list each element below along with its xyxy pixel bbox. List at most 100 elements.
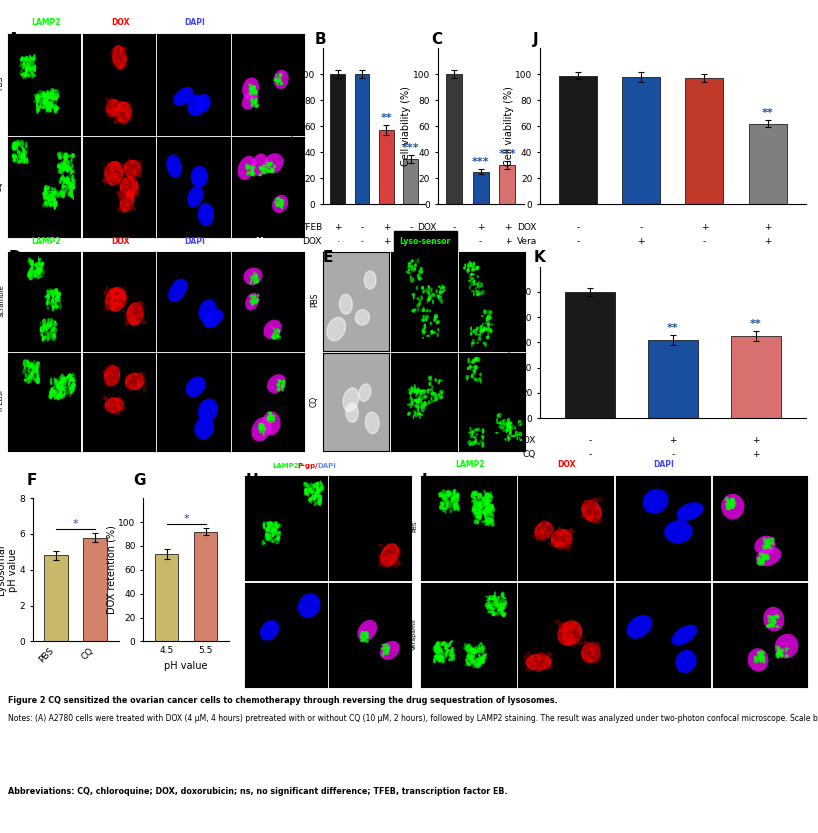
Ellipse shape <box>117 47 120 52</box>
Ellipse shape <box>47 318 49 323</box>
Ellipse shape <box>767 623 772 626</box>
Ellipse shape <box>133 380 137 383</box>
Ellipse shape <box>43 97 47 105</box>
Ellipse shape <box>492 603 496 611</box>
Ellipse shape <box>451 497 455 503</box>
Ellipse shape <box>104 182 106 187</box>
Ellipse shape <box>67 168 69 174</box>
Ellipse shape <box>488 504 491 508</box>
Ellipse shape <box>510 430 511 431</box>
Ellipse shape <box>476 520 479 524</box>
Ellipse shape <box>391 551 396 555</box>
Ellipse shape <box>544 524 548 529</box>
Ellipse shape <box>31 270 36 275</box>
Ellipse shape <box>22 57 28 62</box>
Ellipse shape <box>25 144 28 147</box>
Ellipse shape <box>470 441 475 446</box>
Ellipse shape <box>63 179 67 184</box>
Ellipse shape <box>252 302 254 305</box>
Ellipse shape <box>480 328 484 333</box>
Ellipse shape <box>112 47 115 51</box>
Ellipse shape <box>432 392 436 395</box>
Ellipse shape <box>120 403 123 408</box>
Ellipse shape <box>251 91 254 95</box>
Ellipse shape <box>25 67 27 72</box>
Ellipse shape <box>52 91 55 93</box>
Ellipse shape <box>759 655 764 657</box>
Ellipse shape <box>119 402 121 405</box>
Ellipse shape <box>186 377 205 397</box>
Ellipse shape <box>304 491 309 496</box>
Ellipse shape <box>54 378 56 382</box>
Ellipse shape <box>56 382 60 387</box>
Ellipse shape <box>416 388 418 393</box>
Ellipse shape <box>472 359 475 363</box>
Ellipse shape <box>62 185 65 188</box>
Ellipse shape <box>36 379 40 383</box>
Ellipse shape <box>256 298 258 302</box>
Ellipse shape <box>255 277 259 282</box>
Ellipse shape <box>259 173 263 177</box>
Ellipse shape <box>485 506 488 511</box>
Ellipse shape <box>108 99 110 102</box>
Ellipse shape <box>128 195 130 199</box>
Ellipse shape <box>251 172 254 176</box>
Ellipse shape <box>770 617 775 622</box>
Ellipse shape <box>70 168 73 172</box>
Ellipse shape <box>123 47 126 49</box>
Ellipse shape <box>536 537 541 541</box>
Ellipse shape <box>422 337 424 339</box>
Ellipse shape <box>594 500 597 504</box>
Ellipse shape <box>510 424 514 430</box>
Ellipse shape <box>118 367 121 369</box>
Ellipse shape <box>438 286 441 288</box>
Ellipse shape <box>308 497 312 501</box>
Ellipse shape <box>138 171 142 173</box>
Ellipse shape <box>49 202 53 207</box>
Ellipse shape <box>57 392 61 397</box>
Ellipse shape <box>20 153 25 157</box>
Ellipse shape <box>24 159 25 162</box>
Ellipse shape <box>474 329 478 332</box>
Ellipse shape <box>419 302 420 307</box>
Ellipse shape <box>472 511 477 516</box>
Ellipse shape <box>384 650 386 653</box>
Ellipse shape <box>549 528 555 531</box>
Ellipse shape <box>38 270 41 275</box>
Ellipse shape <box>55 92 60 98</box>
Ellipse shape <box>44 186 47 193</box>
Ellipse shape <box>497 413 501 418</box>
Ellipse shape <box>437 328 439 332</box>
Ellipse shape <box>517 435 519 440</box>
Ellipse shape <box>133 178 136 182</box>
Ellipse shape <box>52 296 55 300</box>
Ellipse shape <box>472 493 475 496</box>
Ellipse shape <box>36 101 39 105</box>
Ellipse shape <box>482 503 488 508</box>
Ellipse shape <box>109 287 113 292</box>
Ellipse shape <box>258 426 261 431</box>
Ellipse shape <box>452 501 458 508</box>
Text: PBS: PBS <box>310 293 319 307</box>
Ellipse shape <box>117 207 122 212</box>
Ellipse shape <box>122 301 127 306</box>
Ellipse shape <box>47 336 51 342</box>
Ellipse shape <box>69 183 71 187</box>
Ellipse shape <box>472 370 476 372</box>
Ellipse shape <box>43 101 46 107</box>
Ellipse shape <box>107 297 110 302</box>
Ellipse shape <box>566 635 569 637</box>
Ellipse shape <box>64 158 67 166</box>
Ellipse shape <box>473 282 476 286</box>
Ellipse shape <box>775 646 780 649</box>
Text: ***: *** <box>472 157 489 167</box>
Ellipse shape <box>141 373 142 377</box>
Ellipse shape <box>383 645 385 646</box>
Ellipse shape <box>508 426 512 428</box>
Ellipse shape <box>465 377 469 381</box>
Ellipse shape <box>548 525 554 530</box>
Ellipse shape <box>488 596 491 600</box>
Ellipse shape <box>53 190 55 194</box>
Ellipse shape <box>278 329 280 334</box>
Ellipse shape <box>237 156 256 180</box>
